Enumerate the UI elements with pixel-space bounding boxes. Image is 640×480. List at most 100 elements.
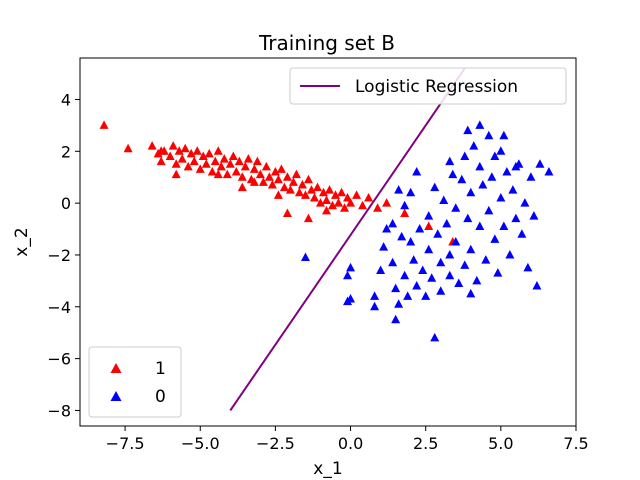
point-class-1-9 (174, 146, 184, 155)
point-class-1-56 (315, 198, 325, 207)
point-class-0-32 (436, 286, 446, 295)
point-class-0-20 (406, 237, 416, 246)
y-tick-label-4: 0 (61, 194, 71, 213)
point-class-0-75 (475, 120, 485, 129)
y-tick-label-5: 2 (61, 142, 71, 161)
point-class-0-6 (370, 301, 380, 311)
point-class-1-60 (328, 200, 338, 210)
decision-line-layer (229, 67, 466, 412)
point-class-1-15 (192, 146, 202, 155)
point-class-1-2 (147, 141, 157, 150)
point-class-1-83 (273, 190, 283, 199)
point-class-0-14 (394, 299, 404, 308)
point-class-1-34 (249, 164, 259, 173)
point-class-1-69 (364, 192, 374, 202)
point-class-1-40 (267, 179, 277, 189)
point-class-0-9 (382, 224, 392, 233)
plot-frame (79, 57, 577, 427)
point-class-1-29 (234, 156, 244, 166)
point-class-0-47 (469, 141, 479, 150)
legend-label-class-0: 0 (155, 387, 166, 407)
point-class-0-22 (412, 281, 422, 290)
point-class-1-72 (282, 208, 292, 217)
point-class-0-8 (379, 242, 389, 251)
point-class-1-1 (123, 143, 133, 153)
point-class-1-61 (331, 190, 341, 199)
point-class-0-74 (463, 125, 473, 135)
y-tick-label-0: −8 (47, 401, 71, 420)
point-class-1-65 (343, 192, 353, 202)
y-tick-label-3: −2 (47, 246, 71, 265)
point-class-1-27 (228, 151, 238, 160)
point-class-0-67 (520, 198, 530, 207)
point-class-1-49 (294, 187, 304, 197)
point-class-1-25 (222, 169, 232, 179)
point-class-1-37 (258, 177, 268, 186)
point-class-0-68 (523, 262, 533, 272)
point-class-0-12 (391, 283, 401, 293)
point-class-1-67 (352, 190, 362, 199)
point-class-0-5 (370, 291, 380, 300)
logistic-regression-line (229, 67, 466, 412)
point-class-0-51 (478, 179, 488, 189)
chart-title: Training set B (258, 31, 395, 55)
point-class-1-10 (177, 154, 187, 163)
point-class-0-49 (475, 161, 485, 171)
y-axis: −8 −6 −4 −2 0 2 4 (47, 90, 80, 420)
point-class-1-52 (303, 174, 313, 184)
point-class-1-70 (373, 203, 383, 212)
point-class-1-75 (237, 182, 247, 192)
point-class-0-54 (484, 205, 494, 215)
point-class-0-58 (496, 192, 506, 202)
point-class-1-48 (291, 169, 301, 179)
legend-upper-box (289, 67, 567, 105)
point-class-0-80 (412, 167, 422, 176)
point-class-1-77 (171, 169, 181, 179)
point-class-0-43 (460, 151, 470, 160)
point-class-1-59 (325, 185, 335, 194)
point-class-0-18 (403, 291, 413, 300)
point-class-1-76 (213, 169, 223, 179)
point-class-1-4 (156, 156, 166, 166)
point-class-1-8 (171, 159, 181, 168)
point-class-0-19 (406, 187, 416, 197)
x-tick-label-2: −2.5 (256, 434, 295, 453)
point-class-1-32 (243, 154, 253, 163)
point-class-1-39 (264, 172, 274, 181)
point-class-1-50 (297, 179, 307, 189)
point-class-0-57 (493, 268, 503, 277)
legend-lower-box (88, 346, 182, 418)
point-class-1-21 (210, 156, 220, 166)
point-class-0-78 (466, 288, 476, 298)
point-class-0-70 (529, 211, 539, 220)
y-axis-label: x_2 (12, 227, 32, 256)
point-class-0-24 (418, 265, 428, 275)
point-class-0-29 (430, 182, 440, 192)
point-class-0-60 (499, 221, 509, 230)
legend-swatch-class-1 (110, 363, 122, 373)
x-axis-label: x_1 (313, 459, 342, 479)
x-axis: −7.5 −5.0 −2.5 0.0 2.5 5.0 7.5 (106, 426, 589, 453)
point-class-0-38 (451, 237, 461, 246)
point-class-0-42 (460, 260, 470, 269)
point-class-1-42 (273, 174, 283, 184)
point-class-0-72 (535, 159, 545, 168)
point-class-1-30 (237, 172, 247, 181)
point-class-1-17 (198, 151, 208, 160)
point-class-1-13 (186, 148, 196, 158)
point-class-0-52 (481, 255, 491, 264)
point-class-0-55 (487, 172, 497, 181)
point-class-1-24 (219, 154, 229, 163)
point-class-0-16 (400, 200, 410, 210)
point-class-1-28 (231, 167, 241, 176)
point-class-0-7 (376, 265, 386, 275)
point-class-1-47 (288, 177, 298, 186)
point-class-0-25 (421, 291, 431, 300)
point-class-0-30 (433, 229, 443, 238)
point-class-0-45 (466, 187, 476, 197)
point-class-0-27 (424, 244, 434, 254)
point-class-0-83 (511, 161, 521, 171)
point-class-0-53 (484, 130, 494, 140)
point-class-0-33 (439, 195, 449, 205)
